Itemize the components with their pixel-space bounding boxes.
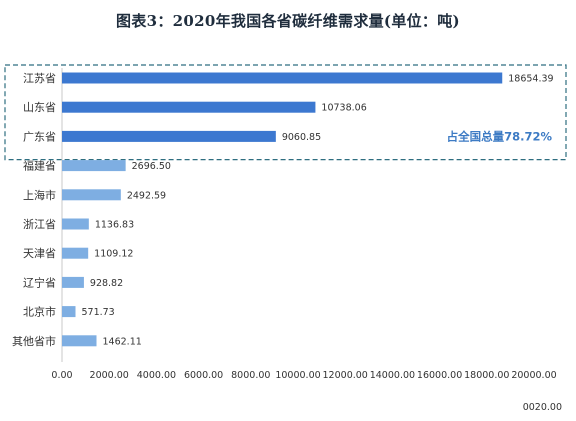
- bar-4: [62, 160, 126, 172]
- x-tick-label: 2000.00: [90, 370, 129, 381]
- x-tick-label: 20000.00: [511, 370, 556, 381]
- value-label: 1462.11: [103, 336, 142, 347]
- bar-7: [62, 247, 89, 259]
- value-label: 9060.85: [282, 132, 321, 143]
- bar-10: [62, 335, 97, 347]
- category-label: 山东省: [23, 101, 56, 114]
- value-label: 10738.06: [321, 103, 366, 114]
- value-label: 18654.39: [508, 74, 553, 85]
- x-tick-label: 0.00: [51, 370, 72, 381]
- bar-9: [62, 306, 76, 318]
- value-label: 571.73: [81, 307, 114, 318]
- bar-8: [62, 276, 84, 288]
- x-tick-label: 8000.00: [231, 370, 270, 381]
- bar-2: [62, 101, 316, 113]
- highlight-box: [4, 64, 567, 161]
- bar-6: [62, 218, 89, 230]
- bar-1: [62, 72, 503, 84]
- value-label: 2696.50: [132, 161, 171, 172]
- category-label: 天津省: [23, 247, 56, 260]
- category-label: 其他省市: [12, 334, 56, 348]
- x-tick-label: 12000.00: [323, 370, 368, 381]
- x-tick-label: 6000.00: [184, 370, 223, 381]
- value-label: 928.82: [90, 278, 123, 289]
- category-label: 江苏省: [23, 72, 56, 85]
- x-tick-label: 14000.00: [370, 370, 415, 381]
- category-label: 上海市: [23, 188, 56, 202]
- category-label: 福建省: [23, 159, 56, 173]
- value-label: 2492.59: [127, 190, 166, 201]
- category-label: 浙江省: [23, 218, 56, 231]
- highlight-annotation: 占全国总量78.72%: [447, 129, 553, 143]
- x-tick-label: 16000.00: [417, 370, 462, 381]
- bar-3: [62, 130, 276, 142]
- bar-5: [62, 189, 121, 201]
- chart-title: 图表3：2020年我国各省碳纤维需求量(单位：吨): [116, 12, 460, 30]
- x-tick-label: 10000.00: [275, 370, 320, 381]
- category-label: 北京市: [23, 305, 56, 319]
- value-label: 1136.83: [95, 220, 134, 231]
- category-label: 广东省: [23, 130, 56, 143]
- x-tick-label: 18000.00: [464, 370, 509, 381]
- corner-label: 0020.00: [522, 402, 562, 413]
- value-label: 1109.12: [94, 249, 133, 260]
- x-tick-label: 4000.00: [137, 370, 176, 381]
- category-label: 辽宁省: [23, 275, 56, 289]
